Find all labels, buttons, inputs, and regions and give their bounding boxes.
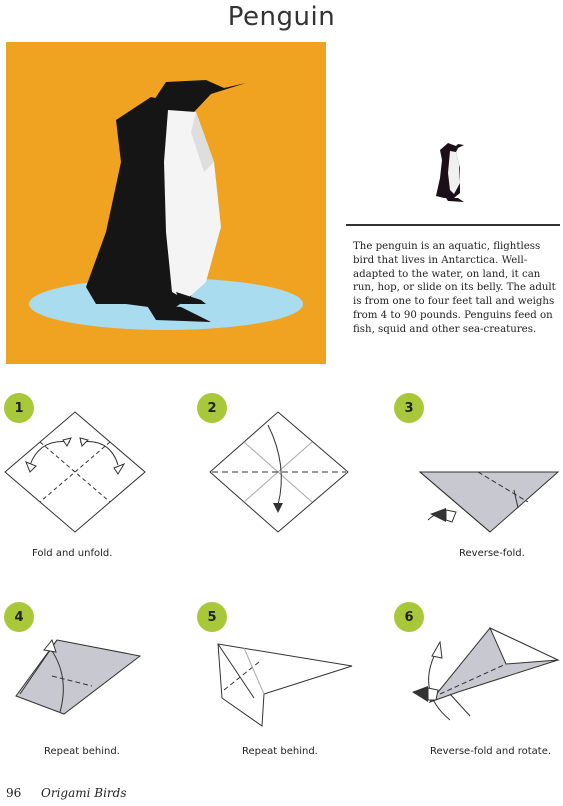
step-5-diagram	[217, 643, 353, 727]
step-2-diagram	[209, 411, 349, 533]
step-1-diagram	[4, 411, 146, 533]
page-title: Penguin	[227, 2, 336, 32]
step-5-caption: Repeat behind.	[242, 746, 318, 757]
penguin-foot-right	[176, 292, 206, 304]
page-number: 96	[6, 786, 22, 800]
belly-shade	[191, 112, 214, 172]
step-6-caption: Reverse-fold and rotate.	[430, 746, 552, 757]
step-4-caption: Repeat behind.	[44, 746, 120, 757]
step-3-diagram	[418, 471, 560, 533]
step-badge-1: 1	[4, 393, 34, 423]
step-badge-2: 2	[197, 393, 227, 423]
step-3-caption: Reverse-fold.	[459, 548, 525, 559]
penguin-belly	[164, 110, 221, 300]
step-4-diagram	[15, 638, 142, 715]
penguin-hero-drawing	[29, 80, 303, 330]
step-badge-3: 3	[394, 393, 424, 423]
step-badge-5: 5	[197, 602, 227, 632]
penguin-thumbnail	[436, 143, 464, 202]
step-1-caption: Fold and unfold.	[32, 548, 113, 559]
step-6-diagram	[412, 626, 560, 721]
book-title: Origami Birds	[41, 786, 127, 800]
penguin-foot-left	[146, 304, 211, 322]
hero-illustration	[6, 42, 326, 364]
description-text: The penguin is an aquatic, flightless bi…	[353, 241, 556, 335]
step-badge-4: 4	[4, 602, 34, 632]
step-badge-6: 6	[394, 602, 424, 632]
divider-rule	[346, 224, 560, 226]
